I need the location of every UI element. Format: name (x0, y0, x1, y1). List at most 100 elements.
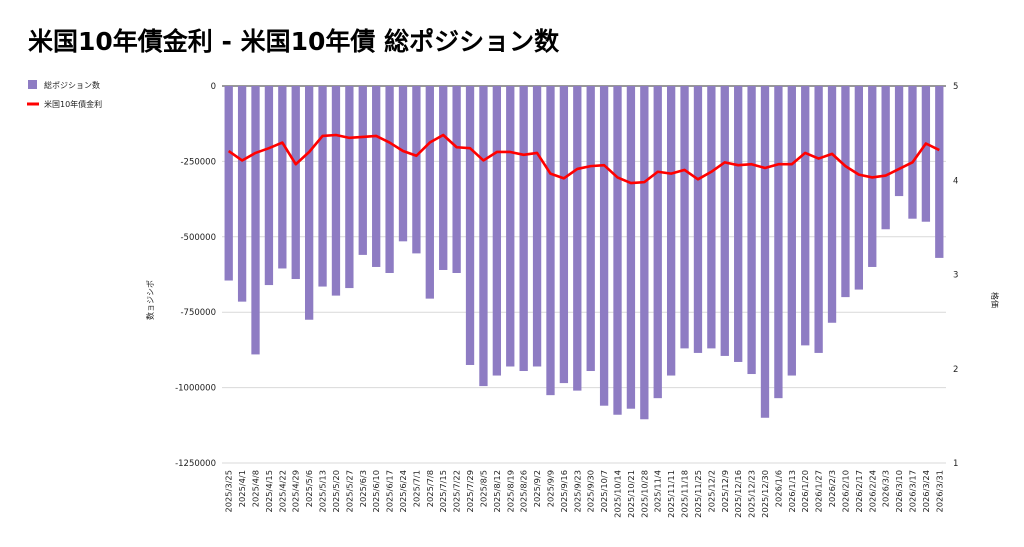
x-tick-label: 2025/12/23 (747, 470, 757, 518)
bar (693, 86, 703, 353)
x-tick-label: 2025/12/30 (760, 470, 770, 518)
bar (251, 86, 260, 355)
bar (492, 86, 502, 376)
bar (935, 86, 944, 258)
x-tick-label: 2025/9/16 (559, 470, 569, 513)
bar (586, 86, 595, 372)
line-series-path (227, 133, 940, 185)
x-tick-label: 2025/6/24 (398, 470, 408, 513)
bar (827, 86, 837, 323)
x-tick-label: 2025/4/22 (277, 470, 287, 513)
x-tick-label: 2025/6/10 (371, 470, 381, 513)
y-left-tick-label: -500000 (180, 233, 216, 243)
y-axis-left-title: 数ョジシポ (145, 280, 155, 320)
x-tick-label: 2025/3/25 (224, 470, 234, 513)
bar (559, 86, 569, 384)
bar (546, 86, 555, 396)
bar (304, 86, 314, 320)
legend-bar-swatch (28, 80, 37, 89)
grid-lines (222, 85, 946, 464)
x-tick-label: 2025/10/7 (599, 470, 609, 513)
bar (908, 86, 917, 219)
x-tick-label: 2025/5/13 (318, 470, 328, 513)
legend: 総ポジション数 米国10年債金利 (27, 80, 102, 109)
x-tick-label: 2025/11/18 (680, 470, 690, 518)
bar (345, 86, 354, 289)
x-axis-ticks: 2025/3/25 2025/4/1 2025/4/8 2025/4/15 2025/4… (224, 470, 945, 518)
x-tick-label: 2026/2/3 (827, 470, 837, 507)
bar (774, 86, 783, 399)
x-tick-label: 2026/3/17 (907, 470, 917, 513)
bar (640, 86, 649, 420)
x-tick-label: 2025/9/2 (532, 470, 542, 507)
x-tick-label: 2025/6/17 (385, 470, 395, 513)
chart-title: 米国10年債金利 - 米国10年債 総ポジション数 (28, 27, 560, 56)
bar (331, 86, 341, 296)
bar (385, 86, 394, 273)
y-left-tick-label: -1000000 (175, 384, 216, 394)
x-tick-label: 2025/4/1 (237, 470, 247, 507)
bar (613, 86, 622, 415)
bar (412, 86, 421, 254)
bar (465, 86, 475, 365)
bar (573, 86, 582, 391)
x-tick-label: 2025/11/11 (666, 470, 676, 518)
bar (653, 86, 662, 399)
bar (814, 86, 823, 353)
bar (680, 86, 689, 349)
x-tick-label: 2026/1/27 (814, 470, 824, 513)
bar (626, 86, 636, 409)
x-tick-label: 2026/2/24 (867, 470, 877, 513)
x-tick-label: 2025/7/8 (425, 470, 435, 507)
bar (358, 86, 367, 255)
x-tick-label: 2026/3/3 (881, 470, 891, 507)
x-tick-label: 2025/7/22 (452, 470, 462, 513)
bar (720, 86, 729, 356)
y-right-tick-label: 4 (953, 176, 958, 186)
x-tick-label: 2025/4/29 (291, 470, 301, 513)
bar (452, 86, 461, 273)
bar (707, 86, 716, 349)
bar (519, 86, 528, 372)
bar (264, 86, 274, 286)
bar (666, 86, 676, 376)
bar (881, 86, 890, 230)
y-left-tick-label: -750000 (180, 308, 216, 318)
bar (854, 86, 864, 290)
legend-label-line: 米国10年債金利 (44, 99, 102, 109)
y-left-tick-label: -250000 (180, 157, 216, 167)
bar (237, 86, 247, 302)
right-axis-ticks: 5 4 3 2 1 (953, 82, 958, 469)
bar (801, 86, 810, 346)
x-tick-label: 2025/9/23 (572, 470, 582, 513)
y-right-tick-label: 1 (953, 459, 958, 469)
bar (439, 86, 448, 270)
x-tick-label: 2025/12/2 (706, 470, 716, 513)
x-tick-label: 2026/1/20 (800, 470, 810, 513)
bar (787, 86, 796, 376)
x-tick-label: 2026/3/24 (921, 470, 931, 513)
x-tick-label: 2025/12/16 (733, 470, 743, 518)
x-tick-label: 2025/12/9 (720, 470, 730, 513)
x-tick-label: 2025/8/5 (478, 470, 488, 507)
bar (506, 86, 515, 367)
bar (532, 86, 542, 367)
x-tick-label: 2025/9/30 (586, 470, 596, 513)
x-tick-label: 2026/1/13 (787, 470, 797, 513)
x-tick-label: 2025/5/20 (331, 470, 341, 513)
y-right-tick-label: 3 (953, 271, 958, 281)
line-series (227, 133, 940, 185)
bar (894, 86, 904, 197)
legend-label-bar: 総ポジション数 (44, 80, 100, 90)
bar (747, 86, 756, 375)
bar (224, 86, 233, 281)
y-left-tick-label: -1250000 (175, 459, 216, 469)
bar (734, 86, 743, 362)
bar (278, 86, 287, 269)
x-tick-label: 2025/10/21 (626, 470, 636, 518)
x-tick-label: 2025/9/9 (545, 470, 555, 507)
x-tick-label: 2025/8/12 (492, 470, 502, 513)
bar-series (224, 86, 944, 420)
x-tick-label: 2025/10/14 (613, 470, 623, 518)
